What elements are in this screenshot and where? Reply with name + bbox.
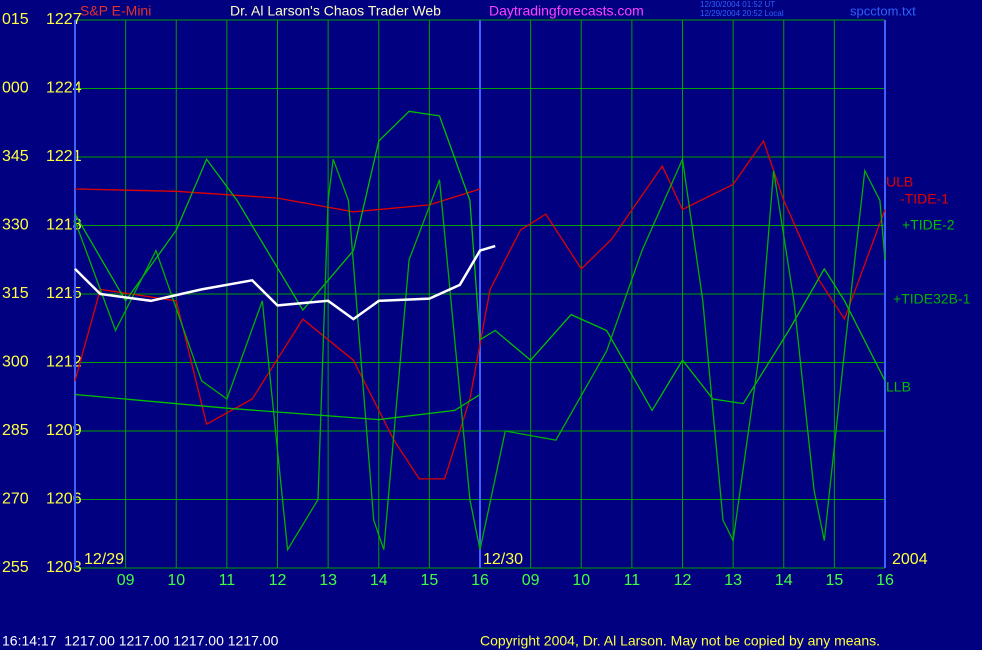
y-tick-label: 1227 xyxy=(46,11,82,28)
x-tick-label: 16 xyxy=(876,572,894,589)
y-tick-label: 1212 xyxy=(46,354,82,371)
date-label: 2004 xyxy=(892,551,928,568)
x-tick-label: 09 xyxy=(522,572,540,589)
x-tick-label: 10 xyxy=(167,572,185,589)
x-tick-label: 12 xyxy=(674,572,692,589)
x-tick-label: 15 xyxy=(420,572,438,589)
angle-label: 000 xyxy=(2,80,29,97)
angle-label: 315 xyxy=(2,285,29,302)
file-name: spcctom.txt xyxy=(850,3,916,18)
legend-label: ULB xyxy=(886,174,913,190)
y-tick-label: 1215 xyxy=(46,285,82,302)
timestamp: 12/30/2004 01:52 UT xyxy=(700,0,775,9)
legend-label: +TIDE-2 xyxy=(902,217,955,233)
x-tick-label: 16 xyxy=(471,572,489,589)
y-tick-label: 1209 xyxy=(46,422,82,439)
x-tick-label: 15 xyxy=(825,572,843,589)
angle-label: 330 xyxy=(2,217,29,234)
y-tick-label: 1206 xyxy=(46,491,82,508)
site: Daytradingforecasts.com xyxy=(489,3,644,19)
x-tick-label: 09 xyxy=(117,572,135,589)
x-tick-label: 12 xyxy=(269,572,287,589)
legend-label: -TIDE-1 xyxy=(900,191,949,207)
series-line xyxy=(74,244,496,321)
x-tick-label: 10 xyxy=(572,572,590,589)
chart-title: Dr. Al Larson's Chaos Trader Web xyxy=(230,3,441,19)
series-line xyxy=(74,139,886,480)
date-label: 12/30 xyxy=(483,551,523,568)
x-tick-label: 11 xyxy=(624,572,641,589)
date-label: 12/29 xyxy=(84,551,124,568)
angle-label: 345 xyxy=(2,148,29,165)
x-tick-label: 11 xyxy=(219,572,236,589)
y-tick-label: 1221 xyxy=(46,148,82,165)
angle-label: 270 xyxy=(2,491,29,508)
legend-label: +TIDE32B-1 xyxy=(893,291,971,307)
series-line xyxy=(74,188,481,213)
timestamp: 12/29/2004 20:52 Local xyxy=(700,9,784,18)
angle-label: 300 xyxy=(2,354,29,371)
status: 16:14:17 1217.00 1217.00 1217.00 1217.00 xyxy=(2,633,279,649)
x-tick-label: 14 xyxy=(775,572,793,589)
x-tick-label: 13 xyxy=(724,572,742,589)
angle-label: 285 xyxy=(2,422,29,439)
y-tick-label: 1224 xyxy=(46,80,82,97)
series-line xyxy=(74,156,886,552)
legend-label: LLB xyxy=(886,379,911,395)
copyright: Copyright 2004, Dr. Al Larson. May not b… xyxy=(480,633,880,649)
x-tick-label: 13 xyxy=(319,572,337,589)
x-tick-label: 14 xyxy=(370,572,388,589)
y-tick-label: 1203 xyxy=(46,559,82,576)
angle-label: 015 xyxy=(2,11,29,28)
series-line xyxy=(74,393,481,421)
series-line xyxy=(74,110,886,412)
y-tick-label: 1218 xyxy=(46,217,82,234)
angle-label: 255 xyxy=(2,559,29,576)
instrument: S&P E-Mini xyxy=(80,3,151,19)
